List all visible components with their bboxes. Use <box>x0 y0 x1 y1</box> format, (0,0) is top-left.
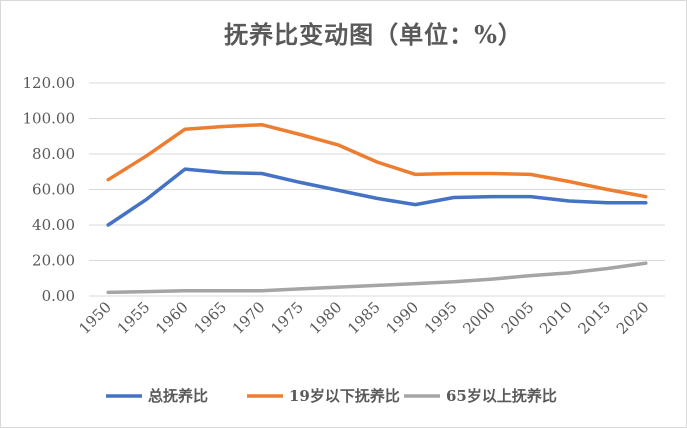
chart-title: 抚养比变动图（单位：%） <box>224 20 523 49</box>
x-tick-label: 1980 <box>306 298 346 338</box>
x-tick-label: 1990 <box>382 298 422 338</box>
y-tick-label: 120.00 <box>23 74 76 92</box>
series-line-3 <box>106 261 648 295</box>
y-tick-label: 0.00 <box>42 287 75 305</box>
x-tick-label: 1970 <box>229 298 269 338</box>
x-tick-label: 1995 <box>421 298 461 338</box>
x-tick-label: 1960 <box>152 298 192 338</box>
legend-label-3: 65岁以上抚养比 <box>446 387 557 405</box>
x-tick-label: 1950 <box>75 298 115 338</box>
y-tick-label: 80.00 <box>32 145 75 163</box>
legend-label-2: 19岁以下抚养比 <box>289 387 400 405</box>
x-tick-label: 2020 <box>613 298 653 338</box>
x-tick-label: 2015 <box>574 298 614 338</box>
x-tick-label: 2000 <box>459 298 499 338</box>
x-tick-label: 1965 <box>190 298 230 338</box>
x-tick-label: 1985 <box>344 298 384 338</box>
series-line-1 <box>106 167 648 227</box>
y-tick-label: 40.00 <box>32 216 75 234</box>
y-tick-label: 60.00 <box>32 181 75 199</box>
legend-label-1: 总抚养比 <box>148 387 208 405</box>
x-tick-label: 2010 <box>536 298 576 338</box>
x-tick-label: 2005 <box>498 298 538 338</box>
x-tick-label: 1975 <box>267 298 307 338</box>
series-line-2 <box>106 122 648 199</box>
y-tick-label: 100.00 <box>23 110 76 128</box>
y-tick-label: 20.00 <box>32 252 75 270</box>
x-tick-label: 1955 <box>114 298 154 338</box>
